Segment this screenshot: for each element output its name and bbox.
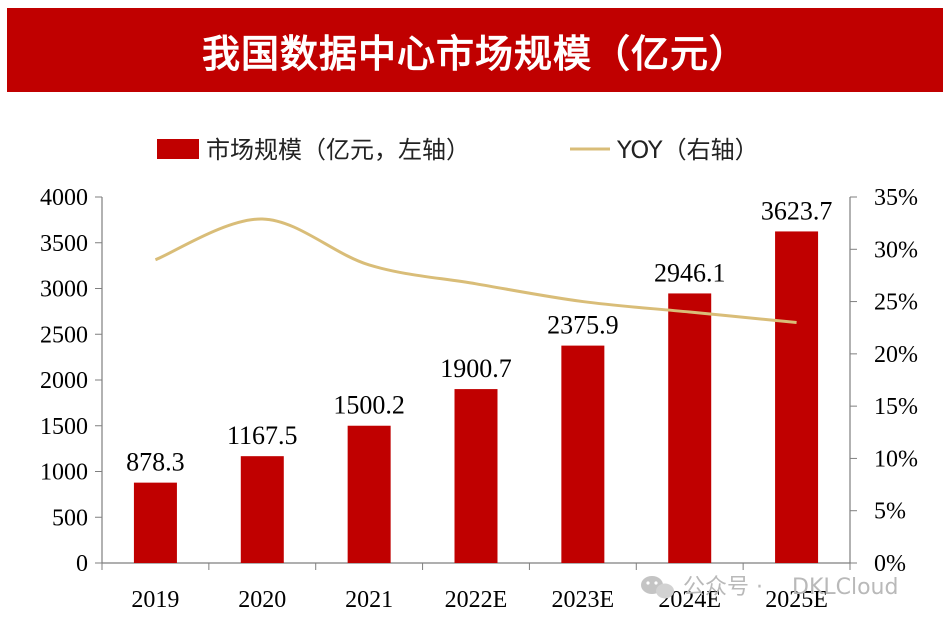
right-axis-tick-label: 10% (874, 446, 918, 472)
yoy-line-group (154, 217, 797, 324)
bar (240, 456, 284, 563)
x-axis-tick-label: 2020 (238, 587, 286, 613)
axes: 0 500 1000 1500 2000 2500 3000 3500 4000 0% 5% 10% 1… (40, 185, 918, 613)
left-axis-tick-label: 1000 (40, 460, 88, 486)
left-axis-tick-label: 0 (76, 551, 88, 577)
right-axis-tick-label: 15% (874, 394, 918, 420)
bar (561, 345, 605, 563)
legend-line-label: YOY（右轴） (616, 136, 759, 164)
left-axis-tick-label: 500 (52, 505, 88, 531)
wechat-icon (641, 576, 674, 599)
right-axis-tick-label: 25% (874, 290, 918, 316)
legend-bar-swatch (157, 139, 199, 159)
yoy-line (154, 217, 797, 324)
bar-data-label: 1167.5 (227, 421, 298, 450)
bar (775, 231, 819, 563)
watermark-name: DKLCloud (792, 575, 898, 600)
watermark-prefix: 公众号 · (683, 575, 763, 600)
right-axis-tick-label: 30% (874, 237, 918, 263)
bar (347, 425, 391, 563)
bars (133, 231, 819, 563)
data-labels: 878.3 1167.5 1500.2 1900.7 2375.9 2946.1 3623.… (126, 196, 832, 476)
bar-data-label: 1900.7 (440, 354, 512, 383)
left-axis-tick-label: 3000 (40, 277, 88, 303)
left-axis-tick-label: 2000 (40, 368, 88, 394)
legend: 市场规模（亿元，左轴） YOY（右轴） (157, 136, 759, 164)
right-axis-tick-label: 0% (874, 551, 906, 577)
bar (454, 389, 498, 563)
left-axis-tick-label: 4000 (40, 185, 88, 211)
x-axis-tick-label: 2021 (345, 587, 393, 613)
left-axis-tick-label: 3500 (40, 231, 88, 257)
left-axis-tick-label: 2500 (40, 322, 88, 348)
x-axis-tick-label: 2025E (765, 587, 828, 613)
bar-data-label: 3623.7 (761, 196, 833, 225)
bar-data-label: 2375.9 (547, 311, 619, 340)
legend-bar-label: 市场规模（亿元，左轴） (206, 136, 470, 164)
bar-data-label: 878.3 (126, 448, 185, 477)
right-axis-tick-label: 5% (874, 499, 906, 525)
right-axis-tick-label: 35% (874, 185, 918, 211)
bar-data-label: 1500.2 (333, 391, 405, 420)
chart-title: 我国数据中心市场规模（亿元） (7, 8, 943, 92)
watermark: 公众号 · DKLCloud (641, 575, 898, 600)
bar (133, 482, 177, 563)
bar-data-label: 2946.1 (654, 258, 726, 287)
x-axis-tick-label: 2023E (552, 587, 615, 613)
x-axis-tick-label: 2019 (131, 587, 179, 613)
x-axis-tick-label: 2022E (445, 587, 508, 613)
left-axis-tick-label: 1500 (40, 414, 88, 440)
right-axis-tick-label: 20% (874, 342, 918, 368)
bar (668, 293, 712, 563)
